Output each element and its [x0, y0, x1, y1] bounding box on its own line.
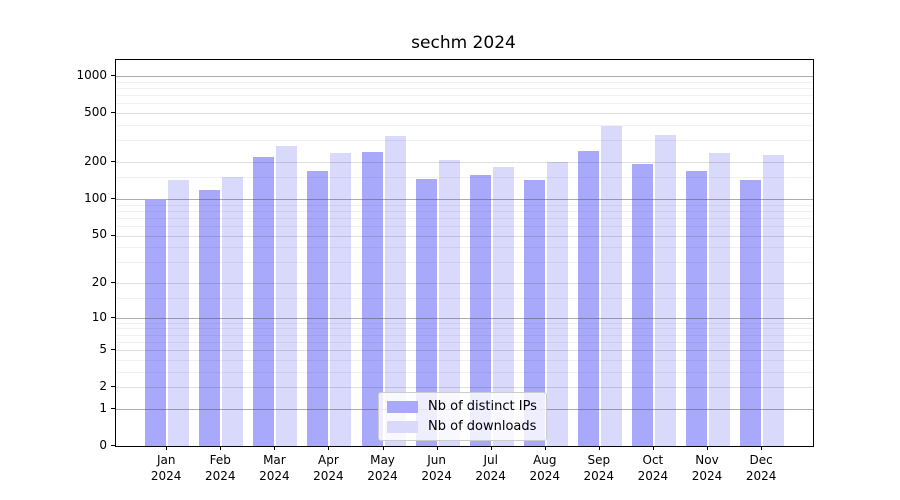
- bar-ips-sep: [577, 150, 599, 446]
- x-tick-mark: [544, 446, 546, 450]
- bar-downloads-jun: [438, 159, 460, 446]
- x-tick-label: Nov 2024: [691, 453, 723, 483]
- bar-ips-jan: [145, 200, 167, 446]
- bar-downloads-oct: [654, 135, 676, 446]
- y-tick-label: 200: [84, 154, 107, 169]
- y-tick-label: 1000: [76, 68, 107, 83]
- bar-downloads-aug: [546, 162, 568, 446]
- bar-downloads-may: [384, 135, 406, 446]
- gridline-minor: [116, 140, 813, 142]
- legend: Nb of distinct IPs Nb of downloads: [378, 392, 547, 441]
- legend-label: Nb of downloads: [428, 419, 537, 434]
- gridline-major: [116, 76, 813, 77]
- chart-title: sechm 2024: [411, 33, 516, 53]
- bar-ips-mar: [253, 156, 275, 446]
- legend-item: Nb of downloads: [387, 419, 537, 434]
- bar-downloads-apr: [330, 152, 352, 446]
- x-tick-mark: [761, 446, 763, 450]
- x-tick-mark: [220, 446, 222, 450]
- x-tick-mark: [598, 446, 600, 450]
- y-tick-mark: [111, 282, 115, 283]
- y-tick-label: 5: [99, 342, 107, 357]
- bar-ips-jul: [469, 175, 491, 446]
- bar-downloads-feb: [222, 176, 244, 446]
- x-tick-label: Sep 2024: [583, 453, 615, 483]
- bar-ips-apr: [307, 170, 329, 446]
- y-tick-mark: [111, 316, 115, 318]
- x-tick-label: Apr 2024: [313, 453, 344, 483]
- x-tick-label: Aug 2024: [529, 453, 561, 483]
- gridline-minor: [116, 125, 813, 126]
- y-tick-label: 100: [84, 190, 107, 205]
- gridline: [116, 113, 813, 115]
- legend-label: Nb of distinct IPs: [428, 399, 537, 414]
- legend-swatch-distinct-ips: [387, 400, 418, 413]
- x-tick-mark: [166, 446, 168, 450]
- bar-downloads-sep: [600, 126, 622, 446]
- x-tick-label: Jan 2024: [150, 453, 182, 483]
- x-tick-label: May 2024: [367, 453, 398, 483]
- x-tick-label: Dec 2024: [745, 453, 777, 483]
- y-tick-label: 50: [91, 227, 107, 242]
- y-tick-label: 20: [91, 274, 107, 289]
- x-tick-label: Jul 2024: [475, 453, 506, 483]
- x-tick-mark: [382, 446, 384, 450]
- plot-area: Nb of distinct IPs Nb of downloads: [115, 59, 814, 447]
- x-tick-label: Feb 2024: [205, 453, 236, 483]
- bar-downloads-jul: [492, 167, 514, 446]
- y-tick-label: 2: [99, 379, 107, 394]
- x-tick-label: Oct 2024: [637, 453, 669, 483]
- gridline-minor: [116, 81, 813, 83]
- y-tick-mark: [111, 161, 115, 162]
- bar-downloads-jan: [168, 179, 190, 446]
- bar-ips-feb: [199, 190, 221, 446]
- gridline-minor: [116, 103, 813, 105]
- legend-swatch-downloads: [387, 420, 418, 433]
- gridline-minor: [116, 88, 813, 89]
- gridline-minor: [116, 95, 813, 97]
- bar-ips-jun: [415, 178, 437, 446]
- legend-item: Nb of distinct IPs: [387, 399, 537, 414]
- y-tick-mark: [111, 112, 115, 114]
- x-tick-label: Mar 2024: [259, 453, 290, 483]
- bar-ips-may: [361, 152, 383, 446]
- y-tick-label: 1: [99, 400, 107, 415]
- x-tick-mark: [274, 446, 276, 450]
- y-tick-mark: [111, 386, 115, 388]
- y-tick-mark: [111, 349, 115, 351]
- x-tick-label: Jun 2024: [421, 453, 452, 483]
- x-tick-mark: [652, 446, 654, 450]
- x-tick-mark: [490, 446, 492, 450]
- y-tick-mark: [111, 445, 115, 446]
- x-tick-mark: [328, 446, 330, 450]
- bar-ips-oct: [631, 164, 653, 446]
- y-tick-label: 10: [91, 309, 107, 324]
- y-tick-mark: [111, 407, 115, 409]
- y-tick-mark: [111, 234, 115, 236]
- bar-ips-dec: [740, 180, 762, 446]
- y-tick-mark: [111, 75, 115, 76]
- y-tick-label: 0: [99, 438, 107, 452]
- bar-downloads-nov: [709, 152, 730, 446]
- x-tick-mark: [707, 446, 708, 450]
- x-tick-mark: [436, 446, 438, 450]
- bar-ips-aug: [523, 179, 545, 446]
- bar-ips-nov: [686, 170, 707, 446]
- y-tick-label: 500: [84, 105, 107, 120]
- y-tick-mark: [111, 197, 115, 199]
- bar-downloads-dec: [763, 154, 785, 446]
- bar-downloads-mar: [276, 146, 298, 446]
